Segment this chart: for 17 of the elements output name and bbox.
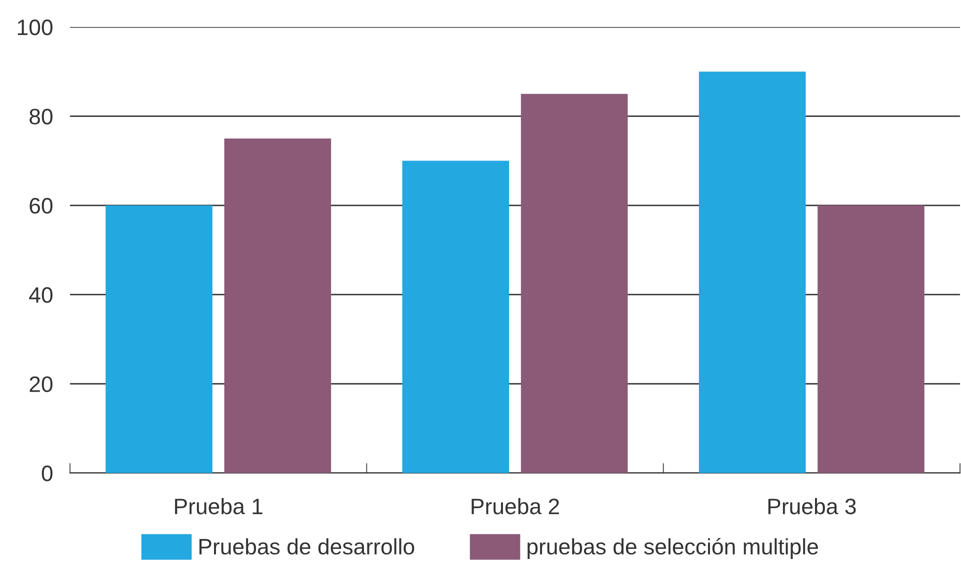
bar: [402, 160, 510, 473]
bar: [224, 138, 332, 473]
bar: [520, 94, 628, 473]
y-tick-label: 0: [42, 466, 52, 482]
y-tick-label: 20: [30, 376, 52, 392]
x-tick-label: Prueba 3: [768, 498, 856, 514]
y-tick-label: 40: [29, 287, 52, 303]
bar: [698, 72, 806, 473]
legend-label: Pruebas de desarrollo: [199, 538, 414, 555]
x-tick-label: Prueba 1: [175, 498, 262, 514]
y-tick-label: 100: [18, 20, 52, 36]
legend-label: pruebas de selección multiple: [528, 538, 818, 559]
x-tick-label: Prueba 2: [472, 498, 559, 514]
y-tick-label: 60: [30, 198, 52, 214]
y-tick-label: 80: [30, 108, 52, 124]
bar: [818, 205, 924, 473]
bar: [106, 205, 212, 473]
